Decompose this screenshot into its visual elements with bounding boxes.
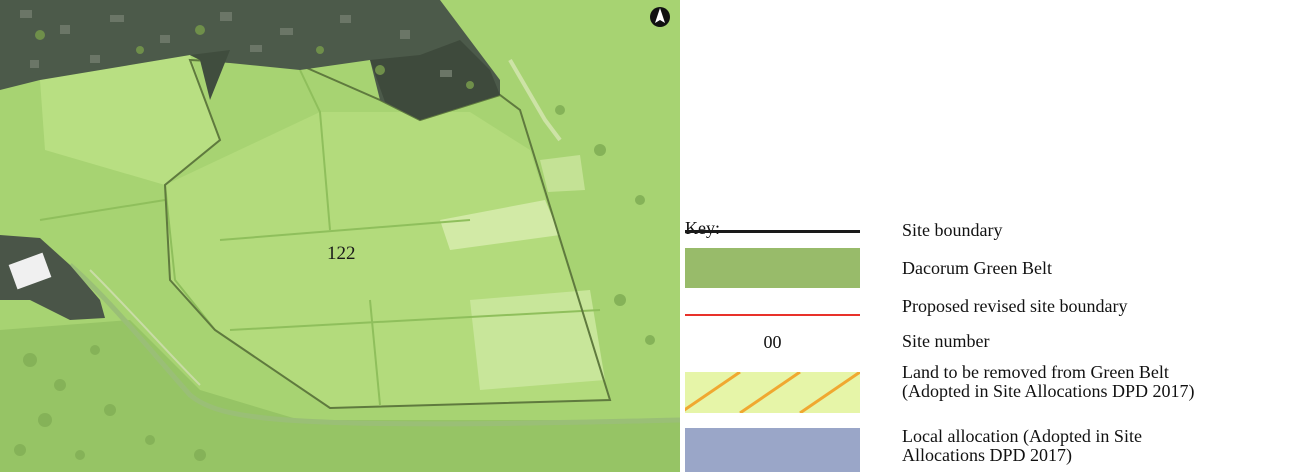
- key-label-local-allocation-line1: Local allocation (Adopted in Site: [902, 426, 1142, 446]
- hedgerows: [39, 69, 601, 406]
- aerial-map: [0, 0, 680, 472]
- footpath: [508, 58, 562, 142]
- railway-line: [68, 263, 680, 427]
- south-fields: [0, 320, 680, 472]
- field-parcel: [40, 55, 220, 185]
- map-key: Key: Site boundary Dacorum Green Belt Pr…: [680, 0, 1311, 472]
- key-label-local-allocation: Local allocation (Adopted in Site Alloca…: [902, 427, 1142, 465]
- key-label-removed-land: Land to be removed from Green Belt (Adop…: [902, 363, 1194, 401]
- map-panel: 122: [0, 0, 680, 472]
- green-belt-symbol: [685, 248, 860, 288]
- revised-boundary-symbol: [685, 314, 860, 316]
- tree-clusters: [14, 105, 655, 461]
- building-texture: [20, 10, 452, 77]
- site-boundary-symbol: [685, 230, 860, 233]
- urban-area-west: [0, 235, 105, 320]
- urban-area: [0, 0, 500, 120]
- building: [8, 252, 52, 290]
- site-number-sample: 00: [763, 332, 782, 352]
- key-label-revised-boundary: Proposed revised site boundary: [902, 296, 1128, 316]
- track: [89, 269, 201, 386]
- field-parcel-light: [440, 200, 560, 250]
- key-label-removed-land-line1: Land to be removed from Green Belt: [902, 362, 1169, 382]
- key-label-site-number: Site number: [902, 331, 990, 351]
- field-parcel-light: [470, 290, 605, 390]
- key-label-removed-land-line2: (Adopted in Site Allocations DPD 2017): [902, 381, 1195, 401]
- local-allocation-symbol: [685, 428, 860, 472]
- site-number-label: 122: [327, 243, 356, 264]
- removed-land-symbol: [685, 372, 860, 413]
- urban-area-east: [370, 40, 500, 120]
- key-label-green-belt: Dacorum Green Belt: [902, 258, 1052, 278]
- key-title: Key:: [685, 218, 720, 238]
- key-label-local-allocation-line2: Allocations DPD 2017): [902, 445, 1072, 465]
- tree-texture: [35, 25, 474, 89]
- key-label-site-boundary: Site boundary: [902, 220, 1003, 240]
- north-arrow-icon: [650, 7, 670, 27]
- field-parcel-light: [540, 155, 585, 192]
